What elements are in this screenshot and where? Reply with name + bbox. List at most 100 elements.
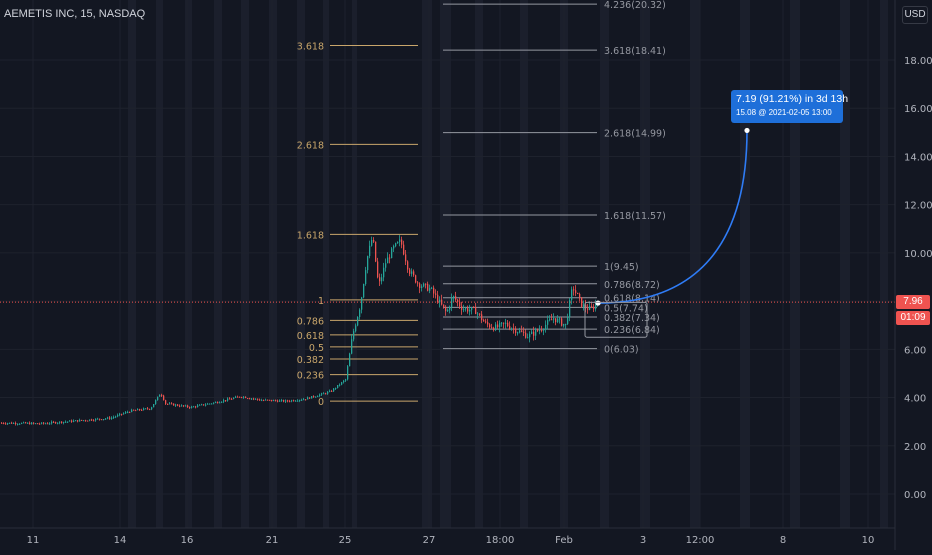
candle-body	[17, 423, 19, 425]
candle-body	[89, 419, 91, 421]
candle-body	[559, 318, 561, 320]
candle-body	[283, 400, 285, 402]
candle-body	[473, 307, 475, 309]
candle-body	[347, 366, 349, 380]
fib-level-label: 3.618	[297, 42, 324, 53]
time-tick-label: 21	[266, 535, 279, 546]
candle-body	[577, 292, 579, 294]
candle-body	[273, 400, 275, 402]
candle-body	[165, 400, 167, 404]
measure-box[interactable]	[584, 301, 648, 338]
candle-body	[103, 418, 105, 420]
candle-body	[141, 409, 143, 411]
candle-body	[539, 329, 541, 331]
fib-extension-label: 4.236(20.32)	[604, 0, 666, 11]
candle-body	[271, 399, 273, 401]
candle-body	[503, 322, 505, 324]
projection-curve[interactable]	[597, 130, 748, 304]
session-band	[214, 0, 222, 528]
candle-body	[241, 397, 243, 399]
candle-body	[259, 399, 261, 401]
candle-body	[381, 277, 383, 282]
candle-body	[525, 332, 527, 338]
fib-extension-label: 0(6.03)	[604, 345, 639, 356]
projection-start-point[interactable]	[595, 300, 601, 306]
candle-body	[235, 396, 237, 398]
candle-body	[467, 308, 469, 312]
session-band	[269, 0, 277, 528]
candle-body	[293, 400, 295, 402]
fib-extension-label: 1.618(11.57)	[604, 211, 666, 222]
candle-body	[379, 277, 381, 282]
candle-body	[409, 269, 411, 274]
time-axis[interactable]: 11 14 16 21 25 27 18:00 Feb 3 12:00 8 10	[0, 527, 895, 546]
candle-body	[265, 399, 267, 401]
session-band	[840, 0, 850, 528]
candle-body	[27, 422, 29, 424]
candle-body	[573, 289, 575, 291]
candle-body	[189, 407, 191, 409]
candle-body	[133, 409, 135, 411]
candle-body	[167, 403, 169, 405]
fib-extension-right[interactable]: 4.236(20.32) 3.618(18.41) 2.618(14.99) 1.61…	[443, 0, 666, 356]
candle-body	[589, 306, 591, 310]
candle-body	[443, 304, 445, 307]
symbol-title[interactable]: AEMETIS INC, 15, NASDAQ	[4, 8, 146, 20]
grid	[0, 0, 895, 528]
candle-body	[131, 409, 133, 413]
candle-body	[261, 400, 263, 402]
candle-body	[369, 245, 371, 257]
projection-label[interactable]: 7.19 (91.21%) in 3d 13h 15.08 @ 2021-02-…	[731, 90, 848, 123]
candle-body	[13, 422, 15, 424]
candle-body	[313, 396, 315, 398]
candle-body	[421, 286, 423, 288]
candle-body	[183, 405, 185, 407]
candle-body	[537, 329, 539, 331]
candle-body	[145, 408, 147, 410]
candle-body	[233, 397, 235, 399]
candle-body	[105, 418, 107, 420]
candle-body	[431, 287, 433, 289]
candle-body	[413, 271, 415, 276]
candle-body	[83, 420, 85, 422]
candle-body	[321, 393, 323, 395]
candle-body	[53, 421, 55, 423]
candle-body	[505, 322, 507, 324]
candle-body	[251, 398, 253, 400]
fib-level-label: 0.5	[309, 343, 324, 354]
candle-body	[571, 289, 573, 300]
candle-body	[417, 282, 419, 284]
candle-body	[411, 271, 413, 274]
projection-end-point[interactable]	[744, 127, 750, 134]
candle-body	[427, 283, 429, 291]
session-band	[520, 0, 528, 528]
candle-body	[37, 423, 39, 425]
candle-body	[497, 324, 499, 328]
currency-badge[interactable]: USD	[902, 6, 928, 24]
candle-body	[95, 418, 97, 421]
time-tick-label: 25	[339, 535, 352, 546]
candle-body	[493, 327, 495, 331]
candle-body	[301, 399, 303, 401]
candle-body	[523, 331, 525, 333]
candle-body	[375, 241, 377, 262]
candle-body	[315, 396, 317, 398]
price-axis[interactable]: 0.002.004.006.008.0010.0012.0014.0016.00…	[894, 0, 932, 550]
candle-body	[213, 402, 215, 404]
candle-body	[163, 395, 165, 401]
session-bands	[128, 0, 888, 528]
candle-body	[139, 409, 141, 411]
candle-body	[397, 241, 399, 244]
session-band	[740, 0, 750, 528]
price-tick-label: 16.00	[904, 104, 932, 115]
candle-body	[451, 297, 453, 308]
candle-body	[29, 422, 31, 425]
candle-body	[77, 420, 79, 422]
candle-body	[545, 324, 547, 330]
candle-body	[395, 243, 397, 247]
candle-body	[125, 412, 127, 414]
candle-body	[319, 394, 321, 397]
candle-body	[135, 410, 137, 412]
